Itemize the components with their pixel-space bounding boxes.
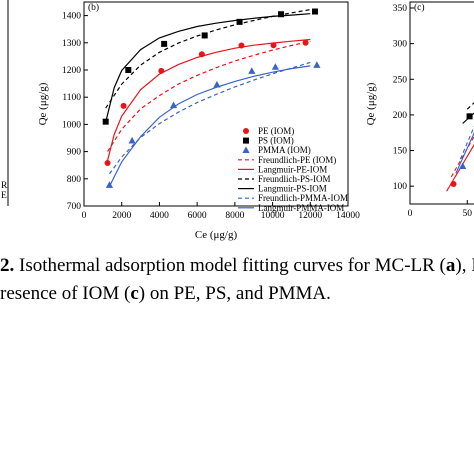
y-tick-label: 700 (67, 202, 82, 212)
x-tick-label: 4000 (150, 211, 169, 221)
panel-label-b: (b) (88, 2, 99, 13)
y-tick-label: 350 (393, 4, 408, 14)
plot-frame-b (83, 1, 349, 207)
fit-line-c-0 (446, 143, 474, 192)
chart-panel-c: (c) 100 150 200 250 300 350 0 50 Qe (μg/g) (365, 1, 474, 219)
fit-line-c-dash-2 (459, 125, 474, 160)
x-tick-label: 10000 (261, 211, 285, 221)
data-point-1-1 (125, 67, 132, 73)
data-point-0-2 (158, 67, 165, 74)
data-point-c-0-0 (450, 181, 457, 188)
legend-label: PE (IOM) (258, 126, 294, 136)
data-point-2-4 (248, 67, 256, 74)
data-points-c (450, 113, 473, 188)
data-point-0-6 (302, 39, 309, 46)
data-point-2-6 (313, 61, 321, 68)
plot-frame-c (409, 1, 474, 205)
x-tick-label: 14000 (336, 211, 360, 221)
panel-a-fragment: R E (1, 0, 9, 206)
caption-text-1: Isothermal adsorption model fitting curv… (14, 255, 446, 276)
fit-line-8 (108, 65, 311, 187)
legend-label: Freundlich-PMMA-IOM (258, 193, 348, 203)
data-point-2-5 (271, 63, 279, 70)
y-tick-label: 1000 (62, 120, 81, 130)
caption-panel-ref-c: c (130, 283, 139, 304)
chart-panel-b: (b) 700 800 900 1000 1100 1200 1300 1400 0 2000 4… (37, 1, 360, 241)
panel-a-fragment-text-2: E (1, 191, 7, 201)
legend-label: PS (IOM) (258, 136, 294, 146)
fit-line-3 (107, 40, 311, 152)
y-tick-label: 800 (67, 175, 82, 185)
y-tick-label: 900 (67, 148, 82, 158)
panel-a-fragment-text-1: R (1, 181, 8, 191)
legend-label: Langmuir-PMMA-IOM (258, 203, 344, 213)
data-point-1-4 (236, 18, 243, 25)
y-tick-label: 1200 (62, 66, 81, 76)
x-axis-ticks-c: 0 50 (408, 200, 473, 219)
data-point-legend-1 (243, 137, 249, 144)
data-point-1-6 (312, 8, 318, 15)
y-tick-label: 1300 (62, 39, 81, 49)
data-point-2-0 (105, 181, 114, 188)
caption-line-1: 2. Isothermal adsorption model fitting c… (0, 252, 474, 280)
data-point-2-3 (213, 80, 221, 88)
data-point-legend-2 (242, 146, 250, 153)
caption-line-2: resence of IOM (c) on PE, PS, and PMMA. (0, 280, 474, 308)
data-point-0-0 (104, 160, 111, 167)
data-point-2-1 (128, 136, 136, 144)
caption-text-2: ), IC (455, 255, 474, 276)
x-tick-label: 8000 (225, 211, 244, 221)
x-tick-label: 0 (82, 211, 87, 221)
y-tick-label: 150 (393, 147, 408, 157)
y-tick-label: 1400 (62, 12, 81, 22)
y-tick-label: 250 (393, 75, 408, 85)
legend-label: Langmuir-PE-IOM (258, 164, 327, 174)
data-point-c-1-0 (466, 113, 473, 120)
legend-label: Freundlich-PS-IOM (258, 174, 331, 184)
x-tick-label: 0 (408, 209, 413, 219)
y-tick-label: 100 (393, 182, 408, 192)
y-tick-label: 200 (393, 111, 408, 121)
caption-text-4: ) on PE, PS, and PMMA. (138, 283, 331, 304)
data-point-0-5 (270, 42, 277, 49)
data-point-0-4 (238, 42, 245, 49)
data-point-1-0 (102, 118, 109, 125)
x-tick-label: 50 (463, 209, 473, 219)
caption-panel-ref-a: a (445, 255, 456, 276)
y-axis-label-b: Qe (μg/g) (37, 82, 49, 125)
x-axis-ticks-b: 0 2000 4000 6000 8000 10000 12000 14000 (82, 202, 360, 221)
caption-figure-number: 2. (0, 255, 15, 276)
x-tick-label: 6000 (188, 211, 207, 221)
legend-label: Langmuir-PS-IOM (258, 184, 327, 194)
panel-label-c: (c) (414, 2, 425, 13)
figure-caption: 2. Isothermal adsorption model fitting c… (0, 252, 474, 308)
data-point-2-2 (169, 101, 178, 109)
data-point-c-2-0 (459, 162, 467, 170)
y-axis-ticks-c: 100 150 200 250 300 350 (393, 4, 414, 192)
legend-b: PE (IOM)PS (IOM)PMMA (IOM)Freundlich-PE … (238, 126, 348, 213)
fit-line-6 (105, 13, 311, 123)
data-point-1-5 (278, 11, 285, 18)
y-axis-label-c: Qe (μg/g) (365, 82, 377, 125)
data-point-0-1 (120, 102, 127, 109)
x-tick-label: 12000 (298, 211, 322, 221)
y-tick-label: 1100 (62, 93, 81, 103)
data-point-0-3 (198, 51, 205, 58)
x-tick-label: 2000 (112, 211, 131, 221)
data-point-legend-0 (243, 128, 249, 134)
x-axis-label-b: Ce (μg/g) (195, 229, 238, 241)
fit-line-c-dash-0 (450, 135, 474, 178)
y-tick-label: 300 (393, 40, 408, 50)
legend-label: PMMA (IOM) (258, 145, 311, 155)
y-axis-ticks-b: 700 800 900 1000 1100 1200 1300 1400 (62, 12, 88, 212)
caption-text-3: resence of IOM ( (0, 283, 131, 304)
data-point-1-3 (201, 32, 208, 39)
fit-line-c-dash-1 (466, 102, 474, 110)
legend-label: Freundlich-PE (IOM) (258, 155, 336, 165)
data-points-b (102, 8, 321, 188)
data-point-1-2 (161, 40, 168, 47)
fit-line-c-2 (455, 131, 474, 174)
